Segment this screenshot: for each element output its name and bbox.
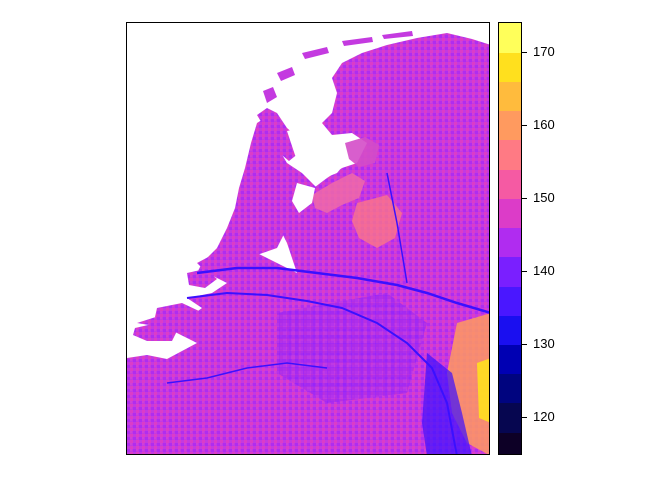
legend-swatch (499, 110, 521, 141)
river-south (166, 362, 328, 384)
legend-tick (522, 344, 527, 346)
legend-swatch (499, 344, 521, 375)
river-ijssel (386, 172, 408, 284)
legend-swatch (499, 52, 521, 83)
legend-tick-label: 160 (533, 117, 555, 133)
land-zeeland-1 (155, 303, 199, 323)
legend-swatch (499, 81, 521, 112)
land-zeeland-2 (133, 323, 177, 341)
legend-swatch (499, 402, 521, 433)
noordoostpolder (345, 137, 379, 167)
legend-tick-label: 170 (533, 44, 555, 60)
legend-swatch (499, 256, 521, 287)
river-rhine (196, 266, 489, 314)
raster-map (127, 31, 489, 454)
land-north-holland (257, 108, 302, 161)
legend-tick (522, 125, 527, 127)
legend-tick-label: 150 (533, 190, 555, 206)
markermeer (292, 183, 315, 213)
legend-swatch (499, 315, 521, 346)
legend-swatch (499, 373, 521, 404)
veluwe-uplands (352, 195, 402, 248)
land-zeeland-3 (187, 269, 217, 288)
wadden-island-4 (342, 37, 373, 46)
legend-tick-label: 120 (533, 409, 555, 425)
wadden-island-1 (263, 87, 277, 103)
central-lowlands (277, 293, 427, 403)
legend-swatch (499, 23, 521, 53)
legend-swatch (499, 139, 521, 170)
flevoland-polder (312, 173, 365, 213)
ijsselmeer (287, 127, 347, 181)
legend-swatch (499, 285, 521, 316)
map-panel (126, 22, 490, 455)
wadden-island-5 (382, 31, 413, 39)
land-west-coast (197, 118, 317, 273)
legend-tick (522, 52, 527, 54)
legend-swatch (499, 198, 521, 229)
river-maas (186, 291, 458, 454)
legend-swatch (499, 169, 521, 199)
color-legend-bar (498, 22, 522, 455)
wadden-island-2 (277, 67, 295, 81)
legend-tick-label: 140 (533, 263, 555, 279)
legend-swatch (499, 227, 521, 258)
legend-tick-label: 130 (533, 336, 555, 352)
legend-swatch (499, 432, 521, 454)
legend-tick (522, 271, 527, 273)
legend-tick (522, 198, 527, 200)
limburg-peak (477, 358, 489, 423)
legend-tick (522, 417, 527, 419)
wadden-island-3 (302, 47, 329, 59)
